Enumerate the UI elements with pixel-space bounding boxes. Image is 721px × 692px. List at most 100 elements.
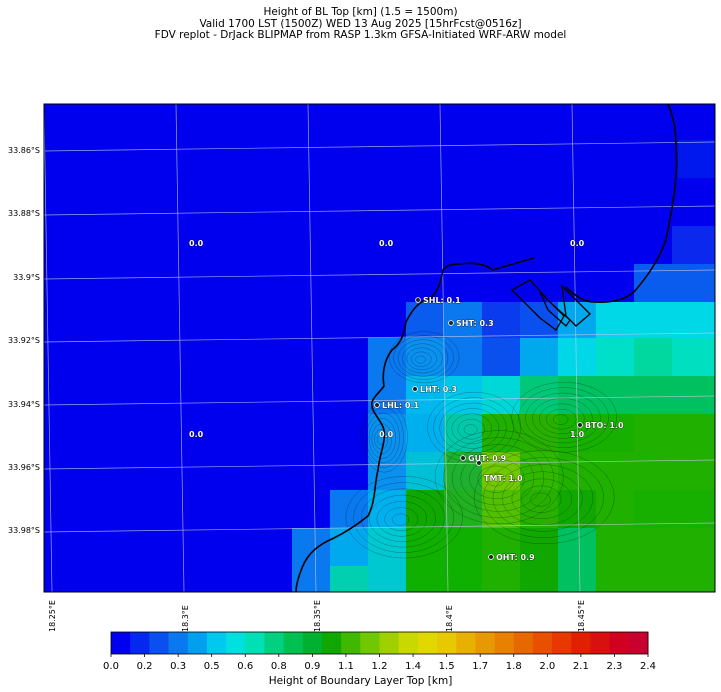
colorbar-tick-label: 0.8 <box>270 661 287 672</box>
bl-top-cell <box>558 528 596 592</box>
bl-top-cell <box>330 566 368 592</box>
bl-top-cell <box>596 490 634 528</box>
colorbar-swatch <box>321 632 342 654</box>
contour-line <box>360 402 408 473</box>
colorbar-swatch <box>590 632 611 654</box>
site-marker[interactable] <box>448 320 454 326</box>
site-marker[interactable] <box>415 297 421 303</box>
site-marker[interactable] <box>476 460 482 466</box>
colorbar-swatch <box>628 632 649 654</box>
contour-line <box>445 408 500 449</box>
latitude-line <box>44 522 715 533</box>
site-marker[interactable] <box>374 402 380 408</box>
map-plot-area <box>44 104 715 592</box>
contour-line <box>392 513 410 526</box>
contour-line <box>353 482 454 553</box>
contour-line <box>374 429 389 450</box>
site-label: OHT: 0.9 <box>496 553 535 562</box>
longitude-line <box>439 104 449 592</box>
colorbar-swatch <box>609 632 630 654</box>
site-marker[interactable] <box>460 455 466 461</box>
site-marker[interactable] <box>577 422 583 428</box>
colorbar-swatch <box>130 632 150 654</box>
site-label: LHT: 0.3 <box>420 385 457 394</box>
grid-value-labels: 0.0 0.0 0.0 0.0 0.0 1.0 <box>189 239 585 440</box>
colorbar-swatch <box>264 632 285 654</box>
map-title: Height of BL Top [km] (1.5 = 1500m) <box>263 6 458 18</box>
colorbar-tick-label: 2.3 <box>606 661 623 672</box>
plot-frame <box>43 103 716 593</box>
longitude-line <box>175 104 185 592</box>
bl-top-cell <box>520 302 558 338</box>
bl-top-cell <box>482 338 520 376</box>
bl-top-cell <box>634 490 715 528</box>
site-marker[interactable] <box>412 386 418 392</box>
contour-line <box>411 351 432 367</box>
bl-top-cell <box>558 302 596 338</box>
latitude-line <box>44 269 715 280</box>
site-marker[interactable] <box>488 554 494 560</box>
contour-line <box>376 501 427 537</box>
colorbar-swatch <box>302 632 323 654</box>
colorbar-tick-label: 0.3 <box>170 661 187 672</box>
contour-line <box>433 397 514 458</box>
latitude-label: 33.88°S <box>8 209 40 218</box>
bl-top-cell <box>558 338 596 376</box>
latitude-label: 33.92°S <box>8 336 40 345</box>
colorbar-swatch <box>456 632 476 654</box>
bl-top-cell <box>368 452 406 490</box>
contour-line <box>525 392 601 444</box>
bl-top-cell <box>520 414 558 452</box>
colorbar-swatch <box>532 632 553 654</box>
contour-line <box>486 472 505 487</box>
bl-top-cell <box>482 376 520 414</box>
colorbar-swatch <box>379 632 400 654</box>
colorbar-tick-label: 2.4 <box>640 661 656 672</box>
colorbar-swatch <box>187 632 208 654</box>
bl-top-cell <box>444 302 482 338</box>
longitude-label: 18.4°E <box>445 605 454 632</box>
bl-top-cell <box>368 414 406 452</box>
bl-top-cell <box>444 414 482 452</box>
latitude-label: 33.86°S <box>8 146 40 155</box>
colorbar-swatch <box>475 632 496 654</box>
bl-top-cell <box>482 302 520 338</box>
latitude-label: 33.96°S <box>8 463 40 472</box>
site-label: GUT: 0.9 <box>468 454 507 463</box>
contour-line <box>406 347 437 370</box>
colorbar-tick-label: 0.0 <box>103 661 119 672</box>
site-label: SHT: 0.3 <box>456 319 494 328</box>
contour-line <box>492 464 594 532</box>
grid-value-label: 0.0 <box>570 239 585 248</box>
bl-top-cell <box>406 452 444 490</box>
contour-line <box>397 339 449 377</box>
colorbar-swatch <box>206 632 227 654</box>
bl-top-cell <box>368 376 406 414</box>
colorbar-swatch <box>226 632 246 654</box>
harbour-outline <box>510 279 591 331</box>
colorbar-tick-label: 0.2 <box>136 661 153 672</box>
contour-line <box>363 407 404 468</box>
contour-line <box>366 412 400 464</box>
bl-top-cell <box>558 376 715 414</box>
colorbar-swatch <box>111 632 131 654</box>
latitude-line <box>44 141 715 152</box>
latitude-label: 33.94°S <box>8 400 40 409</box>
bl-top-cell <box>558 452 715 490</box>
bl-top-cell <box>482 528 520 592</box>
colorbar-swatch <box>571 632 591 654</box>
contour-line <box>368 418 396 459</box>
bl-top-cell <box>558 414 634 452</box>
bl-top-cell <box>406 528 482 592</box>
bl-top-cell <box>596 338 634 376</box>
colorbar-tick-label: 1.7 <box>472 661 489 672</box>
colorbar-tick-label: 2.0 <box>539 661 556 672</box>
bl-top-cell <box>444 376 482 414</box>
bl-top-cell <box>678 140 715 178</box>
contour-line <box>532 398 593 439</box>
colorbar-tick-label: 1.8 <box>505 661 522 672</box>
latitude-line <box>44 205 715 216</box>
grid-value-label: 1.0 <box>570 430 585 439</box>
contour-line <box>521 485 562 513</box>
